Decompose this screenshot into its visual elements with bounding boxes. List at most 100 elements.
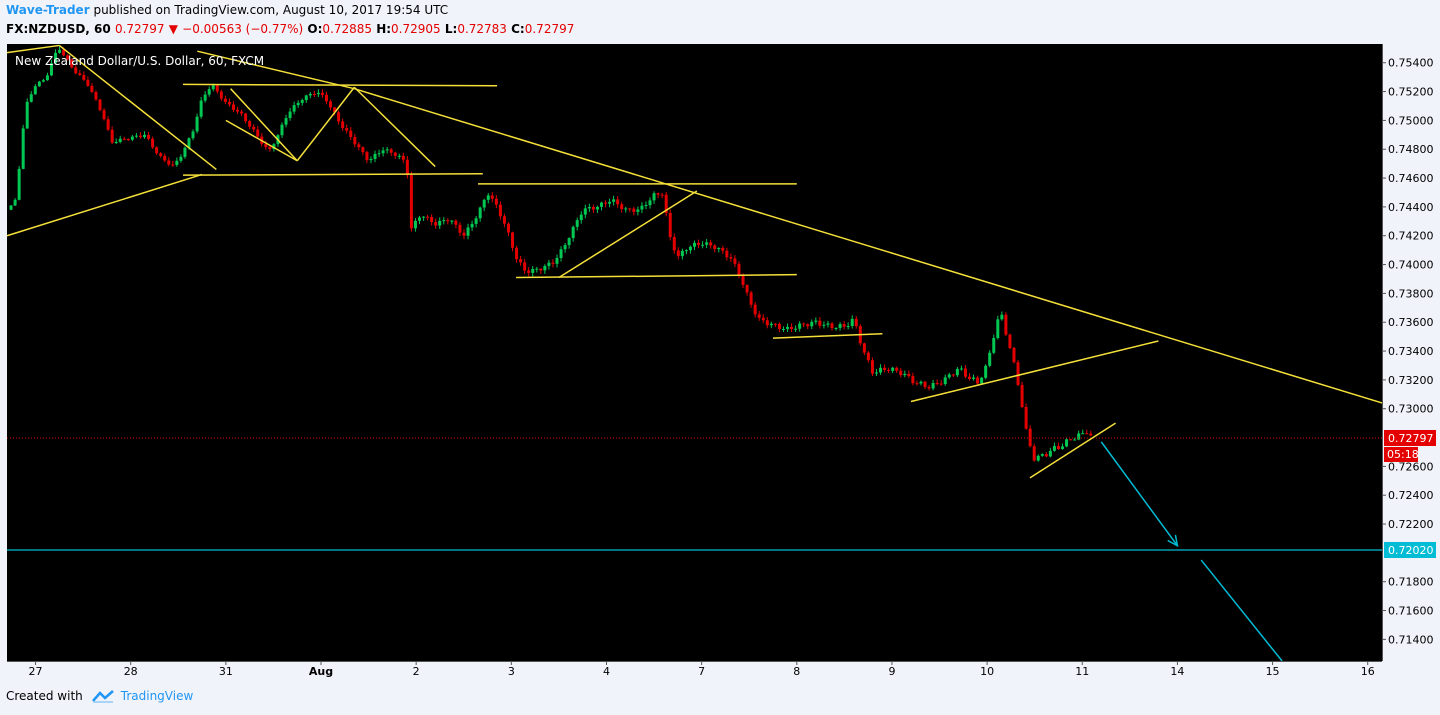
candle-body [652,193,656,201]
candle-body [397,155,401,157]
time-tick-label: 11 [1075,665,1089,678]
candle-body [1089,433,1093,436]
price-tick-label: 0.72600 [1388,460,1434,473]
candle-body [644,205,648,207]
candle-body [749,292,753,305]
candle-body [891,367,895,371]
low-label: L: [444,22,458,36]
current-price-label: 0.72797 [1388,432,1434,445]
candle-body [579,214,583,221]
candle-body [490,195,494,199]
candle-body [49,63,53,76]
candle-body [968,376,971,379]
candle-body [1073,439,1077,441]
candle-body [21,128,25,169]
candle-body [571,226,575,239]
candle-body [866,352,870,361]
last-price: 0.72797 [114,22,165,36]
candle-body [595,206,599,210]
trendline[interactable] [183,172,483,176]
candle-body [422,216,426,218]
trendline[interactable] [1029,422,1116,479]
candle-body [320,92,324,95]
trendline[interactable] [772,333,883,339]
candle-body [976,377,980,384]
candle-body [1069,439,1073,441]
candle-body [418,217,421,221]
footer: Created with TradingView [6,689,193,703]
candle-body [781,328,785,330]
candle-body [54,52,58,64]
candle-body [122,138,126,140]
candle-body [337,112,341,122]
candle-body [369,159,373,161]
candle-body [353,137,357,145]
candle-body [155,147,159,154]
time-tick-label: 2 [413,665,420,678]
candle-body [963,368,967,377]
candle-body [1024,407,1028,429]
candle-body [195,116,199,132]
candle-body [709,242,713,246]
forecast-arrow[interactable] [1100,441,1179,547]
candle-body [1020,384,1024,408]
candle-body [288,111,292,119]
candle-body [199,100,203,117]
candle-body [591,206,595,210]
candle-body [341,121,345,129]
candle-body [515,247,519,260]
trendline[interactable] [353,86,436,168]
candle-body [628,208,632,210]
candle-body [620,204,624,210]
candle-body [377,153,381,155]
time-tick-label: 4 [603,665,610,678]
trendline[interactable] [225,119,298,162]
candle-body [502,216,506,224]
candle-body [741,274,745,285]
candle-body [648,200,652,206]
candle-body [470,223,474,228]
plot-area[interactable] [7,44,1382,661]
candle-body [895,367,899,371]
candle-body [292,105,296,112]
trendline[interactable] [910,340,1159,403]
trendline[interactable] [58,44,217,171]
time-tick-label: 14 [1170,665,1184,678]
forecast-arrow[interactable] [1200,559,1283,662]
candle-body [106,119,110,130]
candle-body [810,321,814,327]
candle-body [130,136,134,140]
price-tick-label: 0.73000 [1388,403,1434,416]
tradingview-link[interactable]: TradingView [120,689,194,703]
author-link[interactable]: Wave-Trader [6,3,90,17]
candle-body [903,373,907,376]
time-tick-label: Aug [309,665,333,678]
candle-body [850,318,854,326]
candle-body [151,138,155,148]
candle-body [531,268,535,273]
price-tick-label: 0.75400 [1388,57,1434,70]
candle-body [523,262,527,271]
open-label: O: [307,22,323,36]
candle-body [215,85,219,92]
trendline[interactable] [230,88,298,162]
trendline[interactable] [354,87,1383,404]
candle-body [9,205,13,210]
trendline[interactable] [296,86,355,162]
candle-body [935,382,939,384]
candle-body [842,324,846,327]
trendline[interactable] [558,190,698,279]
ohlc-bar: FX:NZDUSD, 60 0.72797 ▼ −0.00563 (−0.77%… [6,22,574,36]
candle-body [393,152,397,156]
candle-body [959,368,963,370]
candle-body [70,59,74,68]
trendline[interactable] [6,173,203,237]
trendline[interactable] [197,50,355,90]
trendline[interactable] [6,44,60,54]
countdown-label: 05:18 [1387,448,1419,461]
down-arrow-icon: ▼ [168,22,178,36]
candle-body [183,147,187,157]
candle-body [409,175,413,229]
trendline[interactable] [516,273,797,279]
